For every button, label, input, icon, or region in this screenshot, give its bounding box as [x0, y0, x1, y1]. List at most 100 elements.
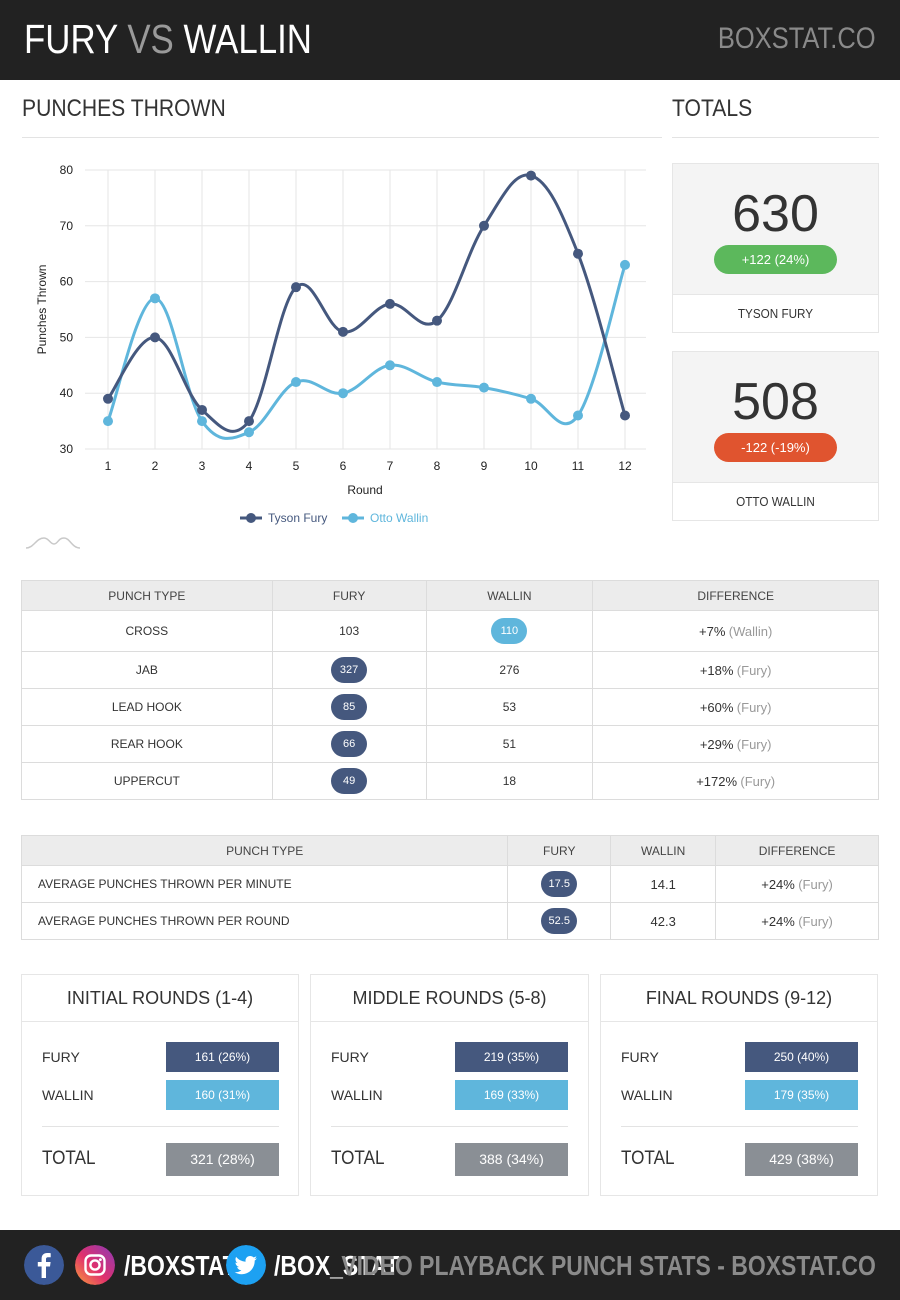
round-divider	[42, 1126, 279, 1127]
totals-divider	[672, 137, 879, 138]
facebook-icon[interactable]	[24, 1245, 64, 1285]
round-divider	[621, 1126, 858, 1127]
cell-wallin: 53	[425, 688, 594, 726]
cell-punch-type: JAB	[21, 651, 273, 689]
x-tick-label: 5	[293, 459, 300, 473]
cell-wallin-value: 18	[502, 774, 517, 788]
cell-fury-badge: 66	[331, 731, 368, 757]
data-point-wallin	[432, 377, 442, 388]
cell-punch-type: AVERAGE PUNCHES THROWN PER ROUND	[20, 902, 509, 940]
y-tick-label: 80	[60, 163, 74, 177]
chart-logo-icon	[25, 537, 81, 549]
legend-marker-wallin	[348, 513, 358, 523]
col-header-difference: DIFFERENCE	[715, 835, 879, 866]
cell-fury-badge: 85	[331, 694, 368, 720]
diff-leader: (Wallin)	[728, 623, 773, 639]
x-tick-label: 8	[434, 459, 441, 473]
cell-fury-value: 103	[339, 624, 360, 638]
cell-wallin-value: 51	[502, 737, 517, 751]
x-tick-label: 1	[105, 459, 112, 473]
data-point-wallin	[526, 393, 536, 404]
cell-fury: 327	[271, 651, 427, 689]
round-total-label: TOTAL	[331, 1148, 385, 1169]
y-tick-label: 70	[60, 219, 74, 233]
legend-marker-fury	[246, 513, 256, 523]
col-header-difference: DIFFERENCE	[592, 580, 879, 611]
round-card-title: INITIAL ROUNDS (1-4)	[22, 975, 298, 1022]
data-point-wallin	[620, 259, 630, 270]
diff-percent: +29%	[699, 736, 734, 752]
legend-label-wallin: Otto Wallin	[370, 511, 428, 525]
punches-thrown-heading: PUNCHES THROWN	[22, 95, 226, 122]
col-header-fury: FURY	[271, 580, 427, 611]
diff-leader: (Fury)	[740, 773, 776, 789]
diff-leader: (Fury)	[798, 913, 833, 929]
data-point-wallin	[479, 382, 489, 393]
totals-heading: TOTALS	[672, 95, 753, 122]
round-wallin-bar: 169 (33%)	[455, 1080, 568, 1110]
twitter-handle[interactable]: /BOX_STAT	[274, 1250, 400, 1281]
data-point-fury	[103, 393, 113, 404]
round-total-label: TOTAL	[42, 1148, 96, 1169]
round-total-label: TOTAL	[621, 1148, 675, 1169]
x-tick-label: 4	[246, 459, 253, 473]
cell-difference: +18% (Fury)	[592, 651, 879, 689]
round-total-bar: 321 (28%)	[166, 1143, 279, 1176]
round-wallin-label: WALLIN	[621, 1087, 673, 1103]
round-divider	[331, 1126, 568, 1127]
data-point-fury	[385, 298, 395, 309]
cell-fury-badge: 327	[331, 657, 368, 683]
facebook-instagram-handle[interactable]: /BOXSTAT	[124, 1250, 237, 1281]
totals-card-fury: 630 +122 (24%) TYSON FURY	[672, 163, 879, 333]
data-point-fury	[432, 315, 442, 326]
totals-card-wallin: 508 -122 (-19%) OTTO WALLIN	[672, 351, 879, 521]
x-tick-label: 11	[572, 459, 585, 473]
data-point-fury	[338, 326, 348, 337]
legend-label-fury: Tyson Fury	[268, 511, 327, 525]
fighter-name-fury: TYSON FURY	[737, 306, 814, 321]
brand-logo-text: BOXSTAT.CO	[718, 22, 876, 55]
footer-tagline: VIDEO PLAYBACK PUNCH STATS - BOXSTAT.CO	[341, 1250, 876, 1281]
y-tick-label: 50	[60, 330, 74, 344]
round-card-final: FINAL ROUNDS (9-12) FURY 250 (40%) WALLI…	[600, 974, 878, 1196]
data-point-wallin	[291, 377, 301, 388]
y-tick-label: 60	[60, 275, 74, 289]
x-tick-label: 2	[152, 459, 159, 473]
averages-table: PUNCH TYPE FURY WALLIN DIFFERENCE AVERAG…	[20, 835, 879, 940]
data-point-wallin	[385, 360, 395, 371]
data-point-fury	[291, 282, 301, 293]
totals-card-fury-top: 630 +122 (24%)	[673, 164, 878, 295]
data-point-fury	[150, 332, 160, 343]
total-punches-wallin: 508	[732, 373, 819, 431]
change-badge-wallin: -122 (-19%)	[714, 433, 837, 462]
col-header-wallin: WALLIN	[610, 835, 717, 866]
x-tick-label: 9	[481, 459, 488, 473]
data-point-wallin	[197, 416, 207, 427]
table-header-row: PUNCH TYPE FURY WALLIN DIFFERENCE	[21, 580, 879, 611]
cell-punch-type: LEAD HOOK	[21, 688, 273, 726]
data-point-fury	[244, 416, 254, 427]
data-point-fury	[526, 170, 536, 181]
cell-fury-badge: 52.5	[541, 908, 578, 934]
cell-wallin-value: 14.1	[650, 876, 676, 892]
title-vs: VS	[127, 16, 174, 62]
cell-wallin: 110	[425, 610, 594, 652]
cell-punch-type: UPPERCUT	[21, 762, 273, 800]
header-bar: FURY VS WALLIN BOXSTAT.CO	[0, 0, 900, 80]
instagram-icon[interactable]	[75, 1245, 115, 1285]
cell-fury: 85	[271, 688, 427, 726]
data-point-wallin	[150, 293, 160, 304]
round-wallin-bar: 160 (31%)	[166, 1080, 279, 1110]
round-card-title: MIDDLE ROUNDS (5-8)	[311, 975, 588, 1022]
round-wallin-label: WALLIN	[42, 1087, 94, 1103]
twitter-icon[interactable]	[226, 1245, 266, 1285]
x-tick-label: 7	[387, 459, 394, 473]
title-fighter-b: WALLIN	[183, 16, 312, 62]
diff-leader: (Fury)	[736, 736, 772, 752]
data-point-fury	[620, 410, 630, 421]
round-total-bar: 429 (38%)	[745, 1143, 858, 1176]
y-axis-label: Punches Thrown	[35, 265, 49, 355]
cell-difference: +29% (Fury)	[592, 725, 879, 763]
total-punches-fury: 630	[732, 185, 819, 243]
